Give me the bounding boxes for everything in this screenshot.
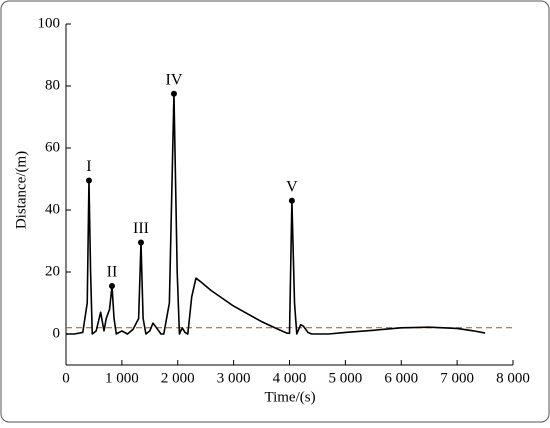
x-tick-label: 7 000 xyxy=(440,370,474,386)
x-tick-label: 5 000 xyxy=(329,370,363,386)
x-tick-label: 0 xyxy=(62,370,70,386)
x-tick-label: 8 000 xyxy=(496,370,530,386)
data-line xyxy=(66,92,486,335)
peak-marker xyxy=(137,239,144,246)
peak-label: I xyxy=(86,158,91,175)
peak-label: II xyxy=(107,264,118,281)
y-tick-label: 100 xyxy=(38,15,61,31)
y-tick-label: 60 xyxy=(45,139,60,155)
x-tick-label: 4 000 xyxy=(273,370,307,386)
y-axis-label: Distance/(m) xyxy=(13,151,29,229)
peak-marker xyxy=(170,90,177,97)
peak-label: V xyxy=(286,178,298,195)
peak-label: III xyxy=(133,220,149,237)
y-tick-label: 0 xyxy=(53,325,61,341)
y-tick-label: 80 xyxy=(45,77,60,93)
x-axis-label: Time/(s) xyxy=(264,389,315,405)
y-tick-label: 40 xyxy=(45,201,60,217)
peak-marker xyxy=(288,197,295,204)
y-tick-label: 20 xyxy=(45,263,60,279)
peak-marker xyxy=(85,177,92,184)
x-tick-label: 1 000 xyxy=(105,370,139,386)
peak-label: IV xyxy=(166,71,183,88)
peak-marker xyxy=(108,282,115,289)
x-tick-label: 2 000 xyxy=(161,370,195,386)
x-tick-label: 3 000 xyxy=(217,370,251,386)
x-tick-label: 6 000 xyxy=(384,370,418,386)
